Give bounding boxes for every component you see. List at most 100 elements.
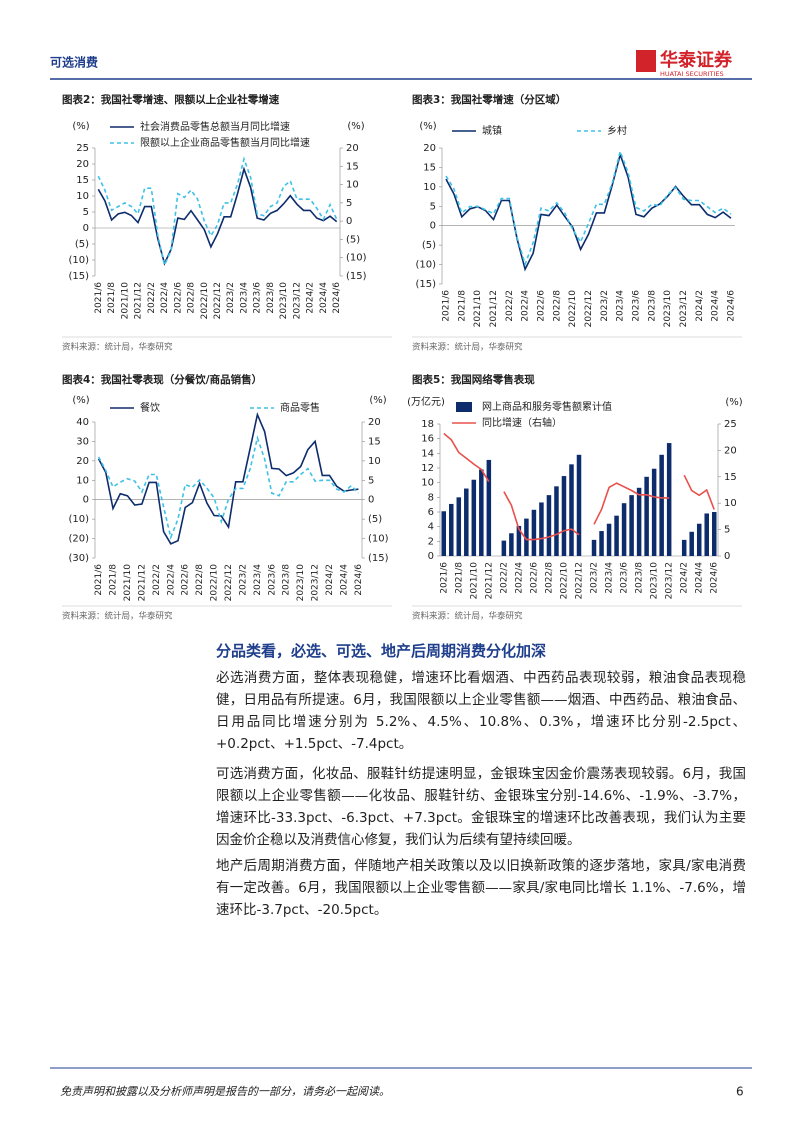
- bar: [696, 523, 702, 556]
- y-tick-label: 18: [421, 419, 434, 430]
- x-tick-label: 2021/6: [94, 564, 104, 596]
- x-tick-label: 2024/2: [325, 564, 335, 596]
- y-tick-label: 8: [428, 492, 434, 503]
- y-tick-label: (10): [346, 253, 367, 264]
- y-tick-label: 20: [76, 159, 89, 170]
- bar: [486, 459, 492, 556]
- y-tick-label: 10: [346, 180, 359, 191]
- y-unit: (%): [72, 121, 89, 132]
- y-tick-label: 5: [724, 525, 730, 536]
- y-tick-label: 16: [421, 434, 434, 445]
- y-tick-label: 15: [346, 161, 359, 172]
- y2-unit: (%): [369, 395, 386, 406]
- x-tick-label: 2021/12: [137, 564, 147, 601]
- bar: [659, 454, 664, 556]
- y-tick-label: (15): [415, 279, 436, 290]
- x-tick-label: 2023/6: [253, 282, 263, 314]
- y-tick-label: 10: [421, 478, 434, 489]
- x-tick-label: 2021/6: [439, 562, 449, 594]
- bar: [456, 497, 462, 556]
- y-tick-label: 25: [76, 143, 89, 154]
- x-tick-label: 2022/4: [166, 564, 176, 596]
- x-tick-label: 2023/6: [620, 562, 630, 594]
- x-tick-label: 2023/10: [296, 564, 306, 602]
- x-tick-label: 2022/2: [499, 562, 509, 594]
- source: 资料来源：统计局，华泰研究: [62, 342, 173, 353]
- legend-label: 限额以上企业商品零售额当月同比增速: [140, 136, 310, 149]
- x-tick-label: 2022/8: [195, 564, 205, 596]
- y-tick-label: (30): [68, 553, 89, 564]
- y-tick-label: 5: [430, 201, 436, 212]
- y-tick-label: 5: [83, 207, 89, 218]
- x-tick-label: 2023/4: [616, 290, 626, 322]
- x-tick-label: 2022/10: [559, 562, 569, 600]
- x-tick-label: 2023/2: [226, 282, 236, 314]
- bar: [606, 523, 612, 556]
- x-tick-label: 2023/8: [647, 290, 657, 322]
- x-tick-label: 2024/6: [710, 562, 720, 594]
- bar: [539, 502, 544, 556]
- y-tick-label: 10: [423, 182, 436, 193]
- x-tick-label: 2022/6: [536, 290, 546, 322]
- y2-unit: (%): [725, 397, 742, 408]
- x-tick-label: 2023/2: [238, 564, 248, 596]
- x-tick-label: 2022/10: [200, 282, 210, 320]
- paragraph: 必选消费方面，整体表现稳健，增速环比看烟酒、中西药品表现较弱，粮油食品表现稳健，…: [216, 670, 746, 752]
- y-tick-label: 6: [428, 507, 434, 518]
- x-tick-label: 2023/2: [590, 562, 600, 594]
- y-tick-label: 10: [76, 475, 89, 486]
- x-tick-label: 2022/8: [187, 282, 197, 314]
- y-tick-label: 10: [724, 498, 737, 509]
- x-tick-label: 2022/4: [514, 562, 524, 594]
- x-tick-label: 2022/6: [181, 564, 191, 596]
- bar: [569, 464, 574, 556]
- x-tick-label: 2023/10: [279, 282, 289, 320]
- y-tick-label: 15: [76, 175, 89, 186]
- bar: [441, 511, 447, 556]
- bar: [516, 525, 522, 556]
- series-line: [443, 432, 715, 541]
- y-tick-label: (10): [68, 514, 89, 525]
- y-tick-label: 10: [368, 456, 381, 467]
- legend-label: 城镇: [482, 124, 502, 137]
- x-tick-label: 2024/6: [332, 282, 342, 314]
- x-tick-label: 2022/2: [152, 564, 162, 596]
- x-tick-label: 2023/10: [650, 562, 660, 600]
- y-tick-label: 12: [421, 463, 434, 474]
- y-tick-label: 2: [428, 536, 434, 547]
- bar: [689, 531, 694, 556]
- x-tick-label: 2022/2: [147, 282, 157, 314]
- bar: [711, 512, 717, 556]
- y-tick-label: (5): [346, 234, 360, 245]
- legend-label: 网上商品和服务零售额累计值: [482, 400, 612, 413]
- x-tick-label: 2022/4: [160, 282, 170, 314]
- y-tick-label: 20: [423, 143, 436, 154]
- chart-title: 图表5：我国网络零售表现: [412, 373, 535, 386]
- x-tick-label: 2023/8: [266, 282, 276, 314]
- legend-label: 商品零售: [280, 401, 320, 414]
- x-tick-label: 2023/4: [239, 282, 249, 314]
- x-tick-label: 2021/10: [473, 290, 483, 328]
- x-tick-label: 2024/4: [319, 282, 329, 314]
- section-name: 可选消费: [50, 55, 98, 70]
- y-tick-label: 20: [368, 417, 381, 428]
- x-tick-label: 2023/4: [253, 564, 263, 596]
- bar: [531, 509, 537, 556]
- x-tick-label: 2022/12: [224, 564, 234, 601]
- legend-swatch: [456, 402, 472, 412]
- x-tick-label: 2021/8: [109, 564, 119, 596]
- y-tick-label: (5): [368, 514, 382, 525]
- x-tick-label: 2023/12: [292, 282, 302, 319]
- x-tick-label: 2021/10: [120, 282, 130, 320]
- bar: [704, 513, 709, 556]
- x-tick-label: 2022/4: [521, 290, 531, 322]
- logo-en: HUATAI SECURITIES: [660, 70, 724, 78]
- source: 资料来源：统计局，华泰研究: [412, 342, 523, 353]
- source: 资料来源：统计局，华泰研究: [412, 611, 523, 622]
- bar: [471, 479, 477, 556]
- y-tick-label: (5): [422, 240, 436, 251]
- y-tick-label: (15): [368, 553, 389, 564]
- y-tick-label: 10: [76, 191, 89, 202]
- x-tick-label: 2022/6: [173, 282, 183, 314]
- series-line: [97, 411, 359, 545]
